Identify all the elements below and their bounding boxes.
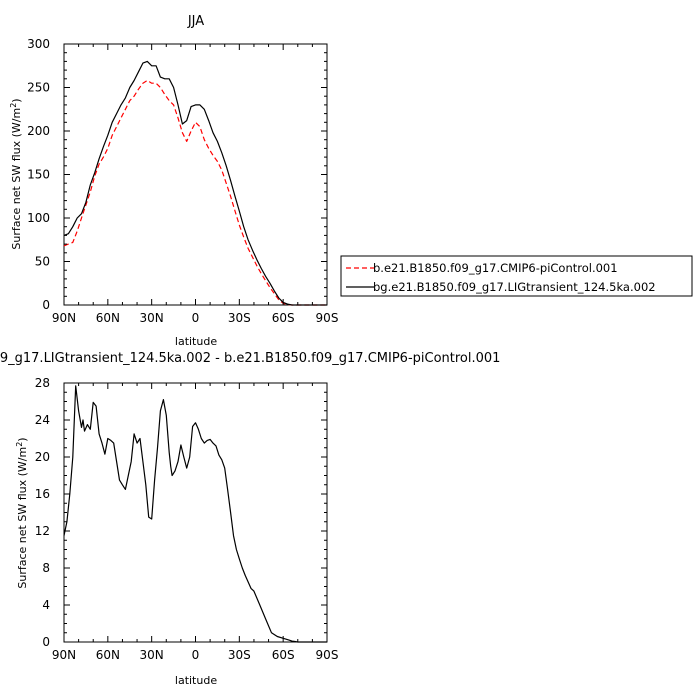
chart-bottom-y-axis-label: Surface net SW flux (W/m2) xyxy=(15,437,29,588)
chart-top-y-axis-label: Surface net SW flux (W/m2) xyxy=(9,98,23,249)
chart-bottom-y-tick-label: 16 xyxy=(35,487,50,501)
chart-top-x-axis-label: latitude xyxy=(175,335,217,348)
chart-bottom-y-tick-label: 28 xyxy=(35,376,50,390)
chart-top-title: JJA xyxy=(187,14,204,29)
chart-bottom-y-tick-label: 0 xyxy=(42,635,50,649)
chart-top-frame xyxy=(63,43,328,306)
chart-top-x-tick-label: 90N xyxy=(52,311,76,325)
chart-top-y-tick-label: 0 xyxy=(42,298,50,312)
chart-top-x-tick-label: 60S xyxy=(272,311,295,325)
chart-bottom-x-tick-label: 0 xyxy=(192,648,200,662)
chart-top-x-tick-label: 90S xyxy=(316,311,339,325)
chart-bottom: bg.e21.B1850.f09_g17.LIGtransient_124.5k… xyxy=(0,351,500,687)
chart-bottom-x-tick-label: 90S xyxy=(316,648,339,662)
chart-bottom-x-tick-label: 90N xyxy=(52,648,76,662)
chart-top-series-line-0 xyxy=(63,79,327,306)
chart-bottom-y-tick-label: 20 xyxy=(35,450,50,464)
chart-bottom-x-ticks: 90N 60N 30N 0 30S 60S 90S xyxy=(52,383,339,662)
legend-box xyxy=(340,255,693,297)
chart-top-y-tick-label: 300 xyxy=(27,37,50,51)
chart-bottom-y-tick-label: 4 xyxy=(42,598,50,612)
legend-label-series-1: bg.e21.B1850.f09_g17.LIGtransient_124.5k… xyxy=(373,280,656,294)
chart-bottom-title: bg.e21.B1850.f09_g17.LIGtransient_124.5k… xyxy=(0,351,500,366)
chart-top-y-tick-label: 100 xyxy=(27,211,50,225)
chart-top-legend: b.e21.B1850.f09_g17.CMIP6-piControl.001 … xyxy=(340,255,693,297)
chart-bottom-plot-area xyxy=(63,382,328,643)
chart-bottom-x-tick-label: 60N xyxy=(96,648,120,662)
chart-top-x-tick-label: 60N xyxy=(96,311,120,325)
chart-top-series-line-1 xyxy=(63,60,327,306)
chart-top-plot-area xyxy=(63,43,328,306)
chart-bottom-x-tick-label: 30S xyxy=(228,648,251,662)
chart-bottom-x-tick-label: 60S xyxy=(272,648,295,662)
chart-bottom-y-tick-label: 12 xyxy=(35,524,50,538)
chart-top-y-tick-label: 200 xyxy=(27,124,50,138)
chart-bottom-series-line-0 xyxy=(63,385,327,643)
chart-top-x-tick-label: 30N xyxy=(140,311,164,325)
chart-top-y-ticks: 0 50 100 150 200 250 300 xyxy=(27,37,327,312)
chart-top: JJA 90N 60N 30N 0 30S 60S 90S 0 50 100 150 200 250 3… xyxy=(9,14,338,348)
chart-bottom-frame xyxy=(63,382,328,643)
chart-bottom-x-axis-label: latitude xyxy=(175,674,217,687)
legend-label-series-0: b.e21.B1850.f09_g17.CMIP6-piControl.001 xyxy=(373,261,618,275)
chart-bottom-y-tick-label: 24 xyxy=(35,413,50,427)
chart-bottom-x-tick-label: 30N xyxy=(140,648,164,662)
chart-top-x-tick-label: 30S xyxy=(228,311,251,325)
chart-top-y-tick-label: 50 xyxy=(35,255,50,269)
chart-top-x-ticks: 90N 60N 30N 0 30S 60S 90S xyxy=(52,44,339,325)
chart-top-y-tick-label: 150 xyxy=(27,168,50,182)
chart-bottom-y-ticks: 0 4 8 12 16 20 24 28 xyxy=(35,376,327,649)
chart-top-y-tick-label: 250 xyxy=(27,81,50,95)
chart-bottom-y-tick-label: 8 xyxy=(42,561,50,575)
chart-top-x-tick-label: 0 xyxy=(192,311,200,325)
